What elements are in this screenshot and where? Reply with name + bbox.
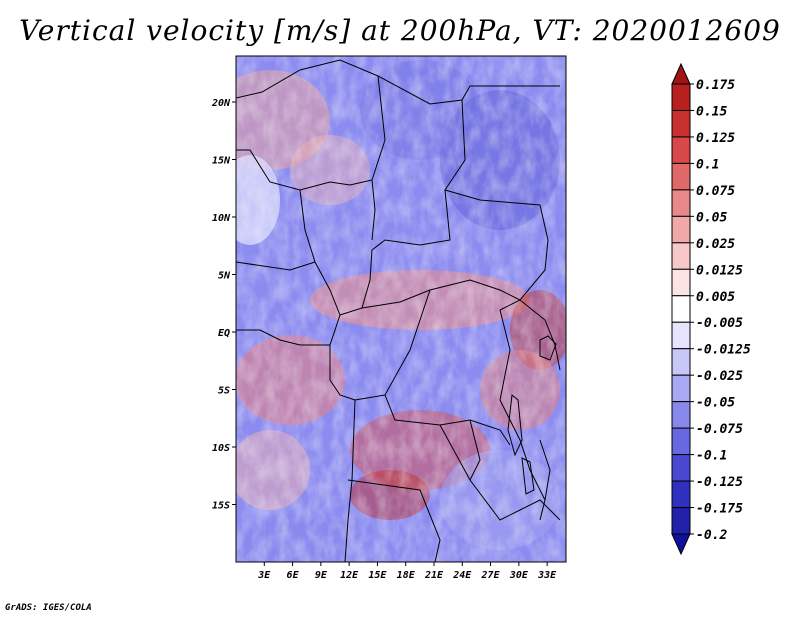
lat-tick-label: 15N xyxy=(212,156,231,167)
colorbar-segment xyxy=(671,189,691,217)
colorbar-max-triangle xyxy=(671,62,691,85)
colorbar-label: -0.1 xyxy=(696,449,727,464)
lon-tick-label: 15E xyxy=(368,570,387,581)
lat-tick-label: 5N xyxy=(218,271,231,282)
colorbar-label: 0.125 xyxy=(696,131,735,146)
colorbar-segment xyxy=(671,83,691,111)
lon-tick-label: 27E xyxy=(481,570,501,581)
colorbar-segment xyxy=(671,374,691,403)
colorbar-segment xyxy=(671,268,691,297)
colorbar-label: -0.125 xyxy=(696,475,743,490)
lon-tick-label: 24E xyxy=(452,570,472,581)
lon-tick-label: 3E xyxy=(257,570,271,581)
colorbar-label: -0.05 xyxy=(696,396,735,411)
colorbar-segment xyxy=(671,480,691,509)
colorbar-label: -0.0125 xyxy=(696,343,751,358)
colorbar-label: 0.025 xyxy=(696,237,735,252)
colorbar-label: -0.075 xyxy=(696,422,743,437)
lat-tick-label: 10S xyxy=(212,443,230,454)
lat-tick-label: 20N xyxy=(211,98,231,109)
grads-credit: GrADS: IGES/COLA xyxy=(5,603,92,613)
lon-tick-label: 33E xyxy=(537,570,557,581)
colorbar-segment xyxy=(671,321,691,350)
colorbar-label: 0.175 xyxy=(696,78,735,93)
lat-tick-label: 5S xyxy=(218,386,230,397)
lon-tick-label: 30E xyxy=(509,570,529,581)
map-frame xyxy=(235,55,567,563)
colorbar-segment xyxy=(671,242,691,270)
colorbar-label: -0.005 xyxy=(696,316,743,331)
lat-tick-label: 10N xyxy=(212,213,231,224)
colorbar-segment xyxy=(671,348,691,376)
colorbar-label: 0.0125 xyxy=(696,263,743,278)
lon-tick-label: 6E xyxy=(287,570,300,581)
lon-tick-label: 12E xyxy=(340,570,359,581)
lat-tick-label: EQ xyxy=(218,328,230,339)
colorbar-segment xyxy=(671,295,691,323)
latitude-axis: 20N 15N 10N 5N EQ 5S 10S 15S xyxy=(211,98,236,512)
map-title: Vertical velocity [m/s] at 200hPa, VT: 2… xyxy=(19,14,781,47)
colorbar-segment xyxy=(671,109,691,138)
colorbar-label: 0.075 xyxy=(696,184,735,199)
colorbar-segment xyxy=(671,454,691,482)
colorbar-label: -0.025 xyxy=(696,369,743,384)
field-layer xyxy=(236,56,566,562)
lon-tick-label: 21E xyxy=(424,570,444,581)
longitude-axis: 3E 6E 9E 12E 15E 18E 21E 24E 27E 30E 33E xyxy=(257,562,557,581)
colorbar-segment xyxy=(671,162,691,191)
colorbar-label: -0.2 xyxy=(696,528,727,543)
colorbar-label: -0.175 xyxy=(696,502,743,517)
colorbar-segment xyxy=(671,136,691,164)
lon-tick-label: 9E xyxy=(315,570,328,581)
colorbar-segment xyxy=(671,215,691,244)
lon-tick-label: 18E xyxy=(397,570,416,581)
lat-tick-label: 15S xyxy=(212,501,230,512)
colorbar-label: 0.15 xyxy=(696,104,727,119)
colorbar: 0.175 0.15 0.125 0.1 0.075 0.05 0.025 0.0125 0.0… xyxy=(671,62,751,556)
colorbar-segment xyxy=(671,507,691,535)
country-borders xyxy=(236,59,561,562)
field-texture xyxy=(236,56,566,562)
colorbar-segment xyxy=(671,427,691,456)
colorbar-min-triangle xyxy=(671,533,691,556)
lake-outlines xyxy=(507,335,557,495)
colorbar-label: 0.1 xyxy=(696,157,719,172)
colorbar-segment xyxy=(671,401,691,429)
colorbar-label: 0.05 xyxy=(696,210,727,225)
colorbar-label: 0.005 xyxy=(696,290,735,305)
